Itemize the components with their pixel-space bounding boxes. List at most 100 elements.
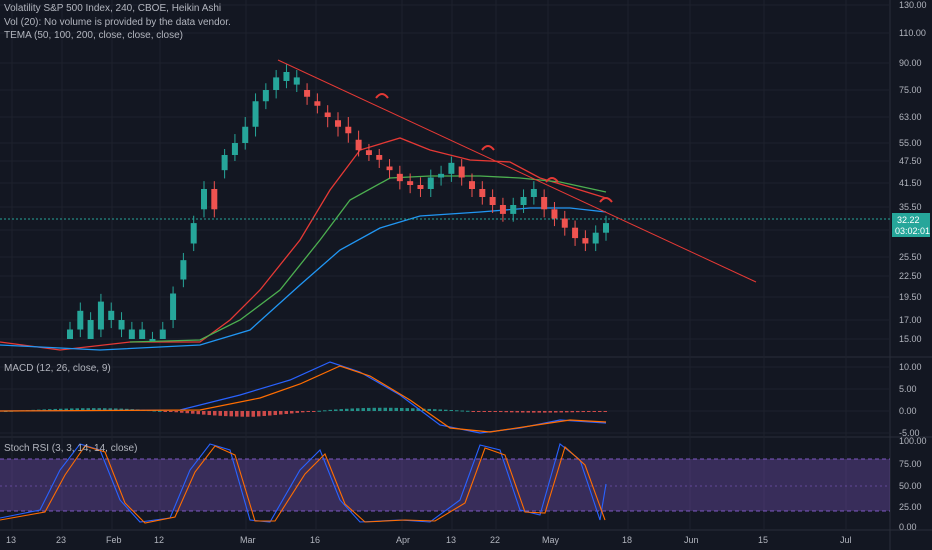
macd-tick-label: 5.00 (899, 384, 917, 394)
last-price-tag: 32.22 03:02:01 (892, 213, 930, 237)
macd-histogram-bar (103, 408, 107, 411)
candle-body (211, 189, 218, 210)
macd-tick-label: 10.00 (899, 362, 922, 372)
candle-body (273, 77, 280, 90)
candle-body (314, 101, 321, 106)
macd-histogram-bar (81, 408, 85, 411)
candle-body (77, 310, 84, 330)
user-drawings[interactable] (277, 59, 757, 283)
macd-histogram-bar (295, 411, 299, 413)
macd-histogram-bar (466, 410, 470, 412)
candle-body (108, 310, 115, 320)
macd-histogram-bar (158, 410, 162, 412)
macd-histogram-bar (257, 411, 261, 417)
macd-legend[interactable]: MACD (12, 26, close, 9) (4, 363, 111, 374)
time-tick-label: 12 (154, 535, 164, 545)
price-tick-label: 17.00 (899, 315, 922, 325)
volume-legend[interactable]: Vol (20): No volume is provided by the d… (4, 17, 231, 28)
price-tick-label: 110.00 (899, 28, 926, 38)
macd-histogram-bar (180, 411, 184, 413)
macd-histogram-bar (328, 409, 332, 411)
candle-body (561, 218, 568, 228)
time-tick-label: Apr (396, 535, 410, 545)
macd-histogram-bar (427, 408, 431, 411)
price-tick-label: 41.50 (899, 178, 922, 188)
macd-lines (0, 361, 607, 434)
macd-histogram-bar (405, 408, 409, 411)
macd-histogram-bar (543, 411, 547, 413)
time-tick-label: Feb (106, 535, 122, 545)
macd-histogram-bar (317, 410, 321, 412)
price-axis-labels[interactable]: 130.00 110.00 90.00 75.00 63.00 55.00 47.50 41.… (899, 0, 927, 532)
macd-histogram-bar (554, 411, 558, 413)
macd-histogram-bar (372, 407, 376, 411)
macd-histogram-bar (444, 409, 448, 411)
candle-body (520, 197, 527, 205)
time-tick-label: Jun (684, 535, 699, 545)
macd-histogram-bar (603, 411, 607, 412)
macd-histogram-bar (262, 411, 266, 416)
macd-histogram-bar (202, 411, 206, 415)
macd-histogram-bar (53, 408, 57, 411)
last-price-value: 32.22 (897, 215, 920, 225)
candle-body (582, 238, 589, 244)
price-tick-label: 130.00 (899, 0, 927, 10)
price-tick-label: 63.00 (899, 112, 922, 122)
macd-histogram-bar (279, 411, 283, 415)
candle-body (324, 112, 331, 117)
macd-histogram (4, 407, 607, 417)
macd-histogram-bar (323, 410, 327, 412)
stoch-d-line (0, 445, 606, 524)
candle-body (541, 197, 548, 210)
macd-histogram-bar (438, 409, 442, 411)
macd-histogram-bar (174, 411, 178, 413)
time-tick-label: 13 (6, 535, 16, 545)
candle-body (479, 189, 486, 197)
macd-histogram-bar (587, 411, 591, 412)
macd-histogram-bar (532, 411, 536, 413)
candle-body (221, 155, 228, 171)
macd-histogram-bar (433, 409, 437, 411)
macd-histogram-bar (301, 411, 305, 413)
macd-histogram-bar (356, 408, 360, 411)
macd-histogram-bar (389, 407, 393, 411)
macd-histogram-bar (75, 408, 79, 411)
macd-histogram-bar (246, 411, 250, 417)
stoch-rsi-legend[interactable]: Stoch RSI (3, 3, 14, 14, close) (4, 443, 138, 454)
candle-body (458, 166, 465, 178)
tema-legend[interactable]: TEMA (50, 100, 200, close, close, close) (4, 30, 183, 41)
price-tick-label: 75.00 (899, 85, 922, 95)
macd-signal-line (0, 365, 607, 433)
macd-histogram-bar (570, 411, 574, 413)
trendline-drawing (277, 59, 757, 283)
macd-histogram-bar (163, 411, 167, 412)
candle-body (603, 223, 609, 233)
macd-histogram-bar (592, 411, 596, 412)
candle-body (469, 181, 475, 189)
macd-histogram-bar (218, 411, 222, 416)
arc-marker (599, 197, 613, 203)
macd-histogram-bar (367, 407, 371, 411)
macd-histogram-bar (449, 409, 453, 411)
time-tick-label: 18 (622, 535, 632, 545)
candle-body (592, 232, 599, 244)
macd-histogram-bar (559, 411, 563, 413)
bar-countdown: 03:02:01 (895, 226, 930, 236)
time-tick-label: Jul (840, 535, 852, 545)
candle-body (97, 301, 104, 330)
time-tick-label: 23 (56, 535, 66, 545)
time-axis-labels[interactable]: 13 23 Feb 12 Mar 16 Apr 13 22 May 18 Jun 15 Jul (6, 535, 852, 545)
macd-histogram-bar (400, 407, 404, 411)
candle-body (365, 150, 372, 155)
stoch-tick-label: 75.00 (899, 459, 922, 469)
tema-50-line (0, 137, 607, 351)
macd-histogram-bar (378, 407, 382, 411)
candle-body (170, 293, 177, 320)
time-tick-label: 22 (490, 535, 500, 545)
candle-body (149, 339, 156, 341)
candle-body (304, 90, 311, 97)
symbol-title[interactable]: Volatility S&P 500 Index, 240, CBOE, Hei… (4, 3, 222, 14)
candle-body (407, 181, 414, 185)
macd-histogram-bar (207, 411, 211, 416)
